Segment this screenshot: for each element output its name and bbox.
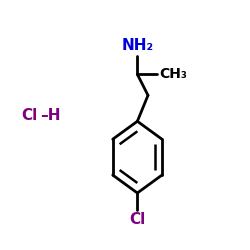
Text: NH₂: NH₂ [121, 38, 154, 53]
Text: –H: –H [40, 108, 60, 122]
Text: CH₃: CH₃ [160, 67, 188, 81]
Text: Cl: Cl [129, 212, 146, 227]
Text: Cl: Cl [21, 108, 38, 122]
